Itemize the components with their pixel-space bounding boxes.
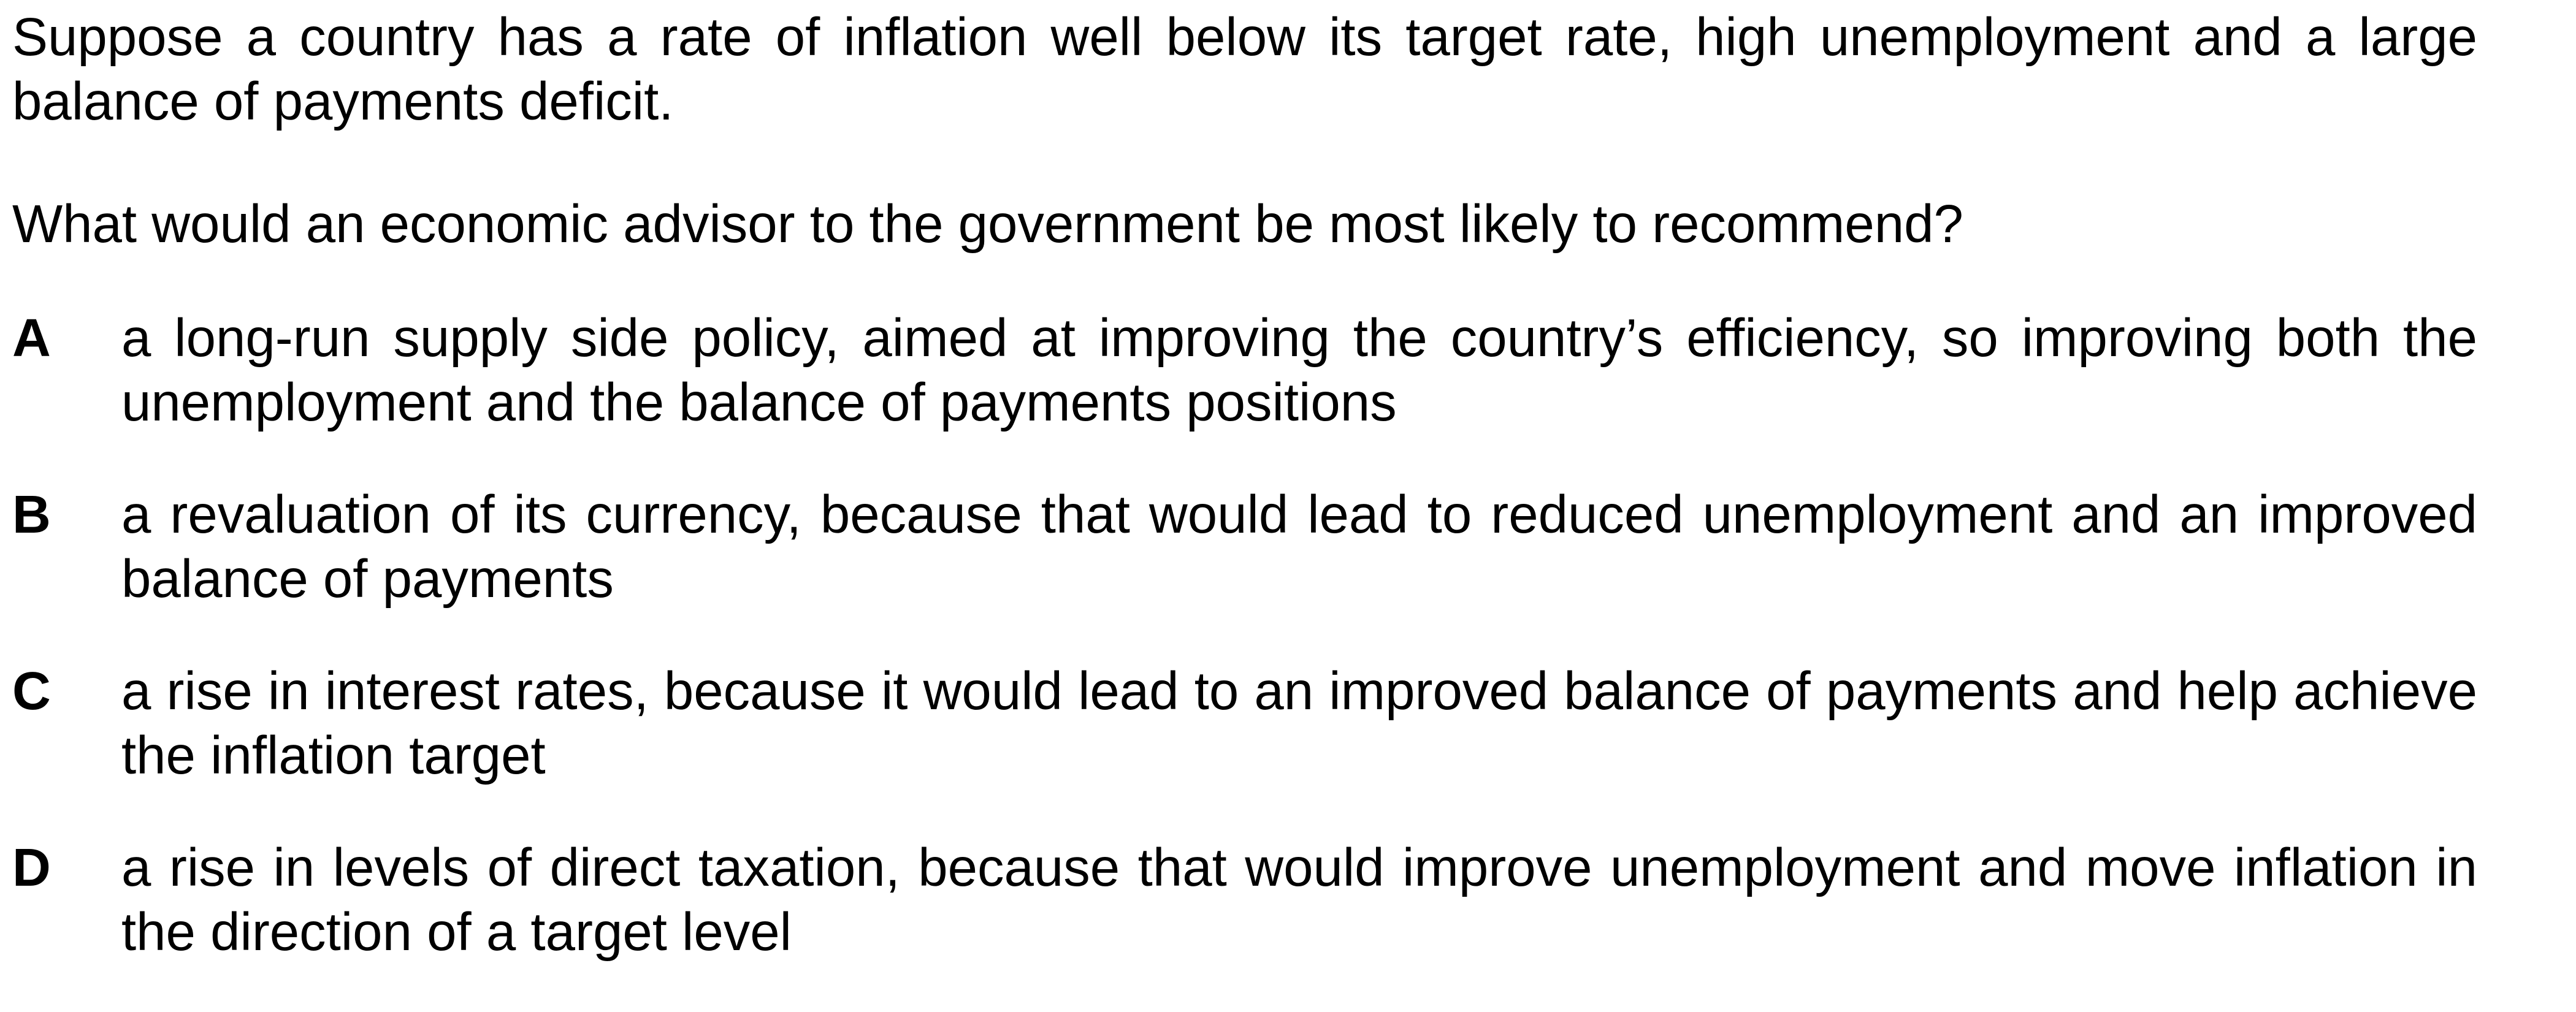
option-letter: C	[12, 661, 51, 721]
option-text: a revaluation of its currency, because t…	[121, 485, 2477, 609]
option-letter: A	[12, 308, 51, 368]
option-text: a rise in interest rates, because it wou…	[121, 661, 2477, 785]
option-b[interactable]: B a revaluation of its currency, because…	[12, 482, 2477, 611]
option-a[interactable]: A a long-run supply side policy, aimed a…	[12, 306, 2477, 435]
question-stem: Suppose a country has a rate of inflatio…	[12, 7, 2477, 131]
option-d[interactable]: D a rise in levels of direct taxation, b…	[12, 835, 2477, 964]
option-letter: D	[12, 838, 51, 897]
question-page: Suppose a country has a rate of inflatio…	[12, 0, 2477, 1012]
option-text: a long-run supply side policy, aimed at …	[121, 308, 2477, 432]
option-text: a rise in levels of direct taxation, bec…	[121, 838, 2477, 962]
answer-options: A a long-run supply side policy, aimed a…	[12, 306, 2477, 964]
option-c[interactable]: C a rise in interest rates, because it w…	[12, 659, 2477, 788]
question-prompt: What would an economic advisor to the go…	[12, 194, 1963, 254]
option-letter: B	[12, 485, 51, 544]
